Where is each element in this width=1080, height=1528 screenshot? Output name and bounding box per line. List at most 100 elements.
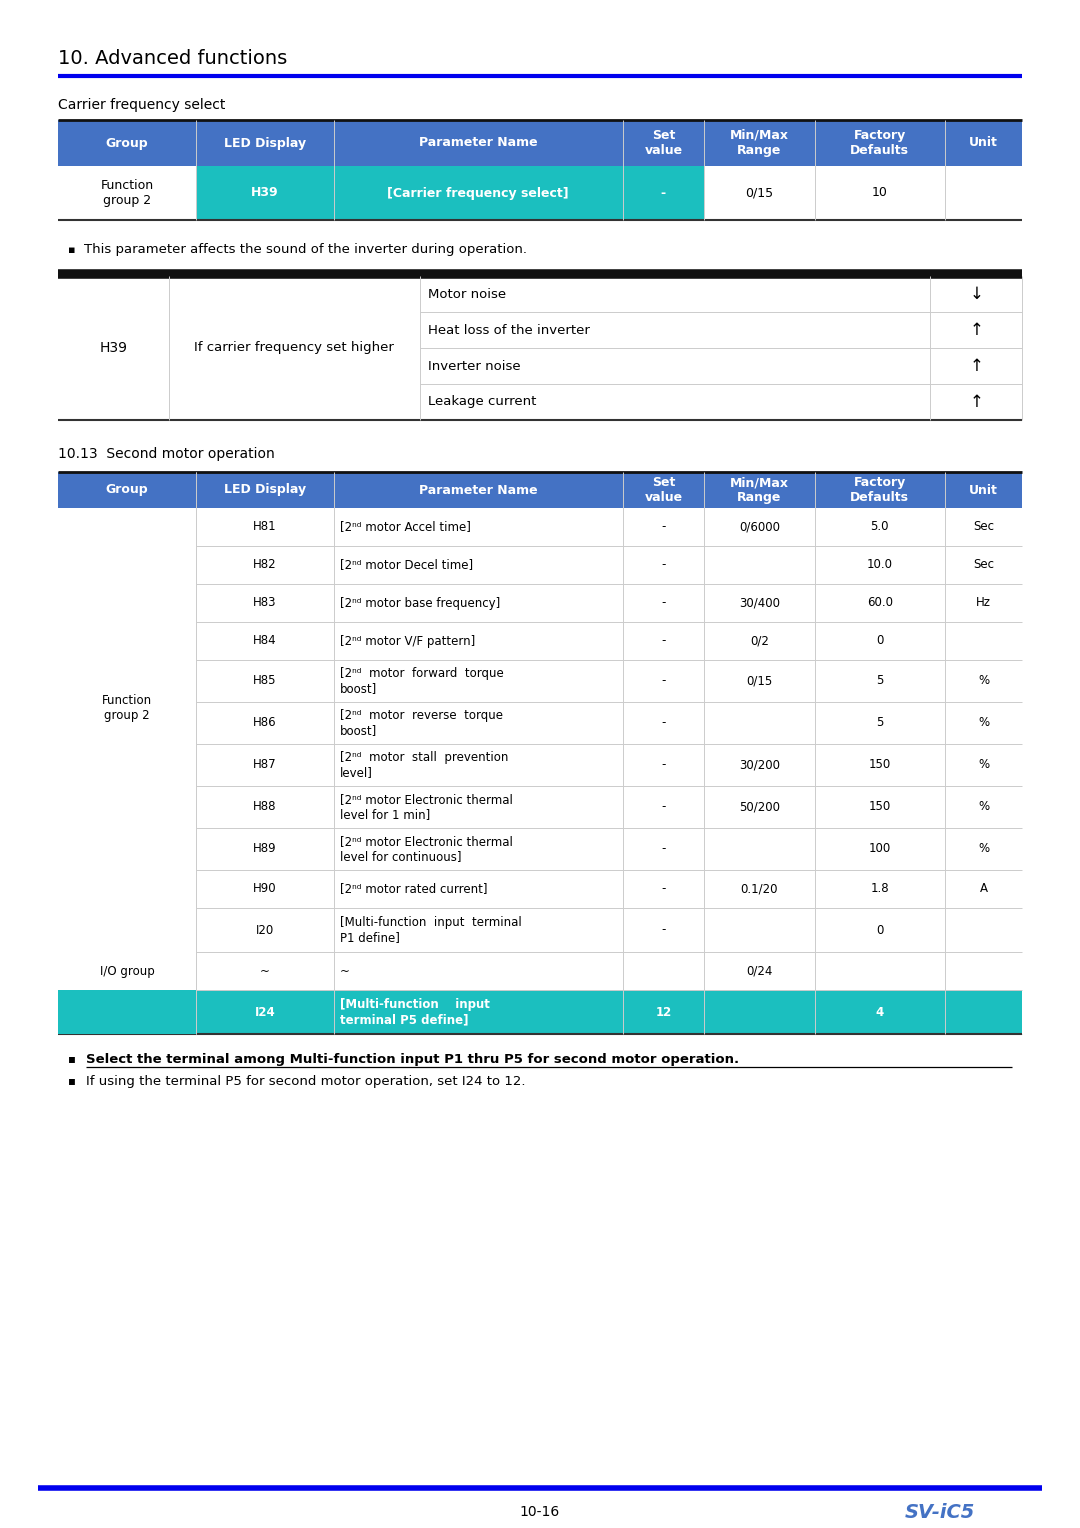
Text: 0/15: 0/15 — [746, 674, 772, 688]
Text: -: - — [661, 758, 665, 772]
Text: Inverter noise: Inverter noise — [428, 359, 521, 373]
Text: H39: H39 — [99, 341, 127, 354]
Text: 5: 5 — [876, 717, 883, 729]
Bar — [58, 167, 1022, 220]
Text: 4: 4 — [876, 1005, 883, 1019]
Text: 5.0: 5.0 — [870, 521, 889, 533]
Text: %: % — [977, 758, 989, 772]
Text: 0/6000: 0/6000 — [739, 521, 780, 533]
Text: Motor noise: Motor noise — [428, 287, 505, 301]
Bar — [58, 472, 1022, 507]
Text: Unit: Unit — [969, 136, 998, 150]
Text: I20: I20 — [256, 923, 274, 937]
Text: H39: H39 — [251, 186, 279, 200]
Text: %: % — [977, 842, 989, 856]
Text: Set
value: Set value — [645, 128, 683, 157]
Text: A: A — [980, 883, 987, 895]
Text: [2ⁿᵈ motor V/F pattern]: [2ⁿᵈ motor V/F pattern] — [340, 634, 475, 648]
Text: LED Display: LED Display — [224, 136, 306, 150]
Text: Group: Group — [106, 136, 148, 150]
Bar — [58, 545, 1022, 584]
Text: ↑: ↑ — [969, 358, 983, 374]
Bar — [58, 701, 1022, 744]
Text: [Multi-function    input
terminal P5 define]: [Multi-function input terminal P5 define… — [340, 998, 489, 1025]
Text: -: - — [661, 717, 665, 729]
Bar — [334, 167, 623, 220]
Text: 12: 12 — [656, 1005, 672, 1019]
Text: ▪: ▪ — [68, 244, 76, 255]
Text: H85: H85 — [253, 674, 276, 688]
Text: 10-16: 10-16 — [519, 1505, 561, 1519]
Text: ↑: ↑ — [969, 393, 983, 411]
Text: Min/Max
Range: Min/Max Range — [730, 477, 788, 504]
Text: Set
value: Set value — [645, 477, 683, 504]
Text: Carrier frequency select: Carrier frequency select — [58, 98, 226, 112]
Text: [2ⁿᵈ motor base frequency]: [2ⁿᵈ motor base frequency] — [340, 596, 500, 610]
Text: -: - — [661, 842, 665, 856]
Bar — [58, 908, 195, 1034]
Text: Hz: Hz — [976, 596, 991, 610]
Text: LED Display: LED Display — [224, 483, 306, 497]
Bar — [58, 990, 195, 1034]
Text: 0/2: 0/2 — [750, 634, 769, 648]
Text: %: % — [977, 674, 989, 688]
Text: H84: H84 — [253, 634, 276, 648]
Text: If using the terminal P5 for second motor operation, set I24 to 12.: If using the terminal P5 for second moto… — [86, 1074, 526, 1088]
Text: -: - — [661, 634, 665, 648]
Text: -: - — [661, 883, 665, 895]
Bar — [58, 828, 1022, 869]
Text: 5: 5 — [876, 674, 883, 688]
Text: 1.8: 1.8 — [870, 883, 889, 895]
Text: Unit: Unit — [969, 483, 998, 497]
Text: Group: Group — [106, 483, 148, 497]
Text: %: % — [977, 717, 989, 729]
Text: 10. Advanced functions: 10. Advanced functions — [58, 49, 287, 67]
Text: -: - — [661, 674, 665, 688]
Text: 0.1/20: 0.1/20 — [741, 883, 778, 895]
Text: Factory
Defaults: Factory Defaults — [850, 128, 909, 157]
Text: 10.13  Second motor operation: 10.13 Second motor operation — [58, 448, 274, 461]
Text: Factory
Defaults: Factory Defaults — [850, 477, 909, 504]
Text: -: - — [661, 596, 665, 610]
Text: 0/24: 0/24 — [746, 964, 772, 978]
Text: ▪: ▪ — [68, 1074, 76, 1088]
Text: H88: H88 — [253, 801, 276, 813]
Text: Heat loss of the inverter: Heat loss of the inverter — [428, 324, 590, 336]
Text: H82: H82 — [253, 559, 276, 571]
Text: 150: 150 — [868, 801, 891, 813]
Text: ↑: ↑ — [969, 321, 983, 339]
Text: H83: H83 — [253, 596, 276, 610]
Text: Sec: Sec — [973, 559, 994, 571]
Bar — [58, 869, 1022, 908]
Text: 0/15: 0/15 — [745, 186, 773, 200]
Text: 0: 0 — [876, 923, 883, 937]
Bar — [58, 744, 1022, 785]
Text: H90: H90 — [253, 883, 276, 895]
Text: Leakage current: Leakage current — [428, 396, 536, 408]
Bar — [195, 167, 334, 220]
Text: 30/400: 30/400 — [739, 596, 780, 610]
Text: Parameter Name: Parameter Name — [419, 483, 538, 497]
Bar — [58, 908, 1022, 952]
Text: H86: H86 — [253, 717, 276, 729]
Text: I24: I24 — [255, 1005, 275, 1019]
Text: 50/200: 50/200 — [739, 801, 780, 813]
Text: [2ⁿᵈ  motor  reverse  torque
boost]: [2ⁿᵈ motor reverse torque boost] — [340, 709, 502, 736]
Text: H89: H89 — [253, 842, 276, 856]
Text: [2ⁿᵈ  motor  forward  torque
boost]: [2ⁿᵈ motor forward torque boost] — [340, 668, 503, 695]
Bar — [58, 584, 1022, 622]
Text: ~: ~ — [260, 964, 270, 978]
Bar — [58, 622, 1022, 660]
Text: SV-iC5: SV-iC5 — [905, 1502, 975, 1522]
Text: I/O group: I/O group — [99, 964, 154, 978]
Text: ↓: ↓ — [969, 286, 983, 303]
Text: Function
group 2: Function group 2 — [102, 694, 152, 723]
Text: 10: 10 — [872, 186, 888, 200]
Text: [2ⁿᵈ motor Electronic thermal
level for 1 min]: [2ⁿᵈ motor Electronic thermal level for … — [340, 793, 513, 821]
Text: 100: 100 — [868, 842, 891, 856]
Text: -: - — [661, 186, 666, 200]
Bar — [58, 952, 1022, 990]
Bar — [58, 660, 1022, 701]
Text: [2ⁿᵈ motor Accel time]: [2ⁿᵈ motor Accel time] — [340, 521, 471, 533]
Text: [2ⁿᵈ motor Electronic thermal
level for continuous]: [2ⁿᵈ motor Electronic thermal level for … — [340, 834, 513, 863]
